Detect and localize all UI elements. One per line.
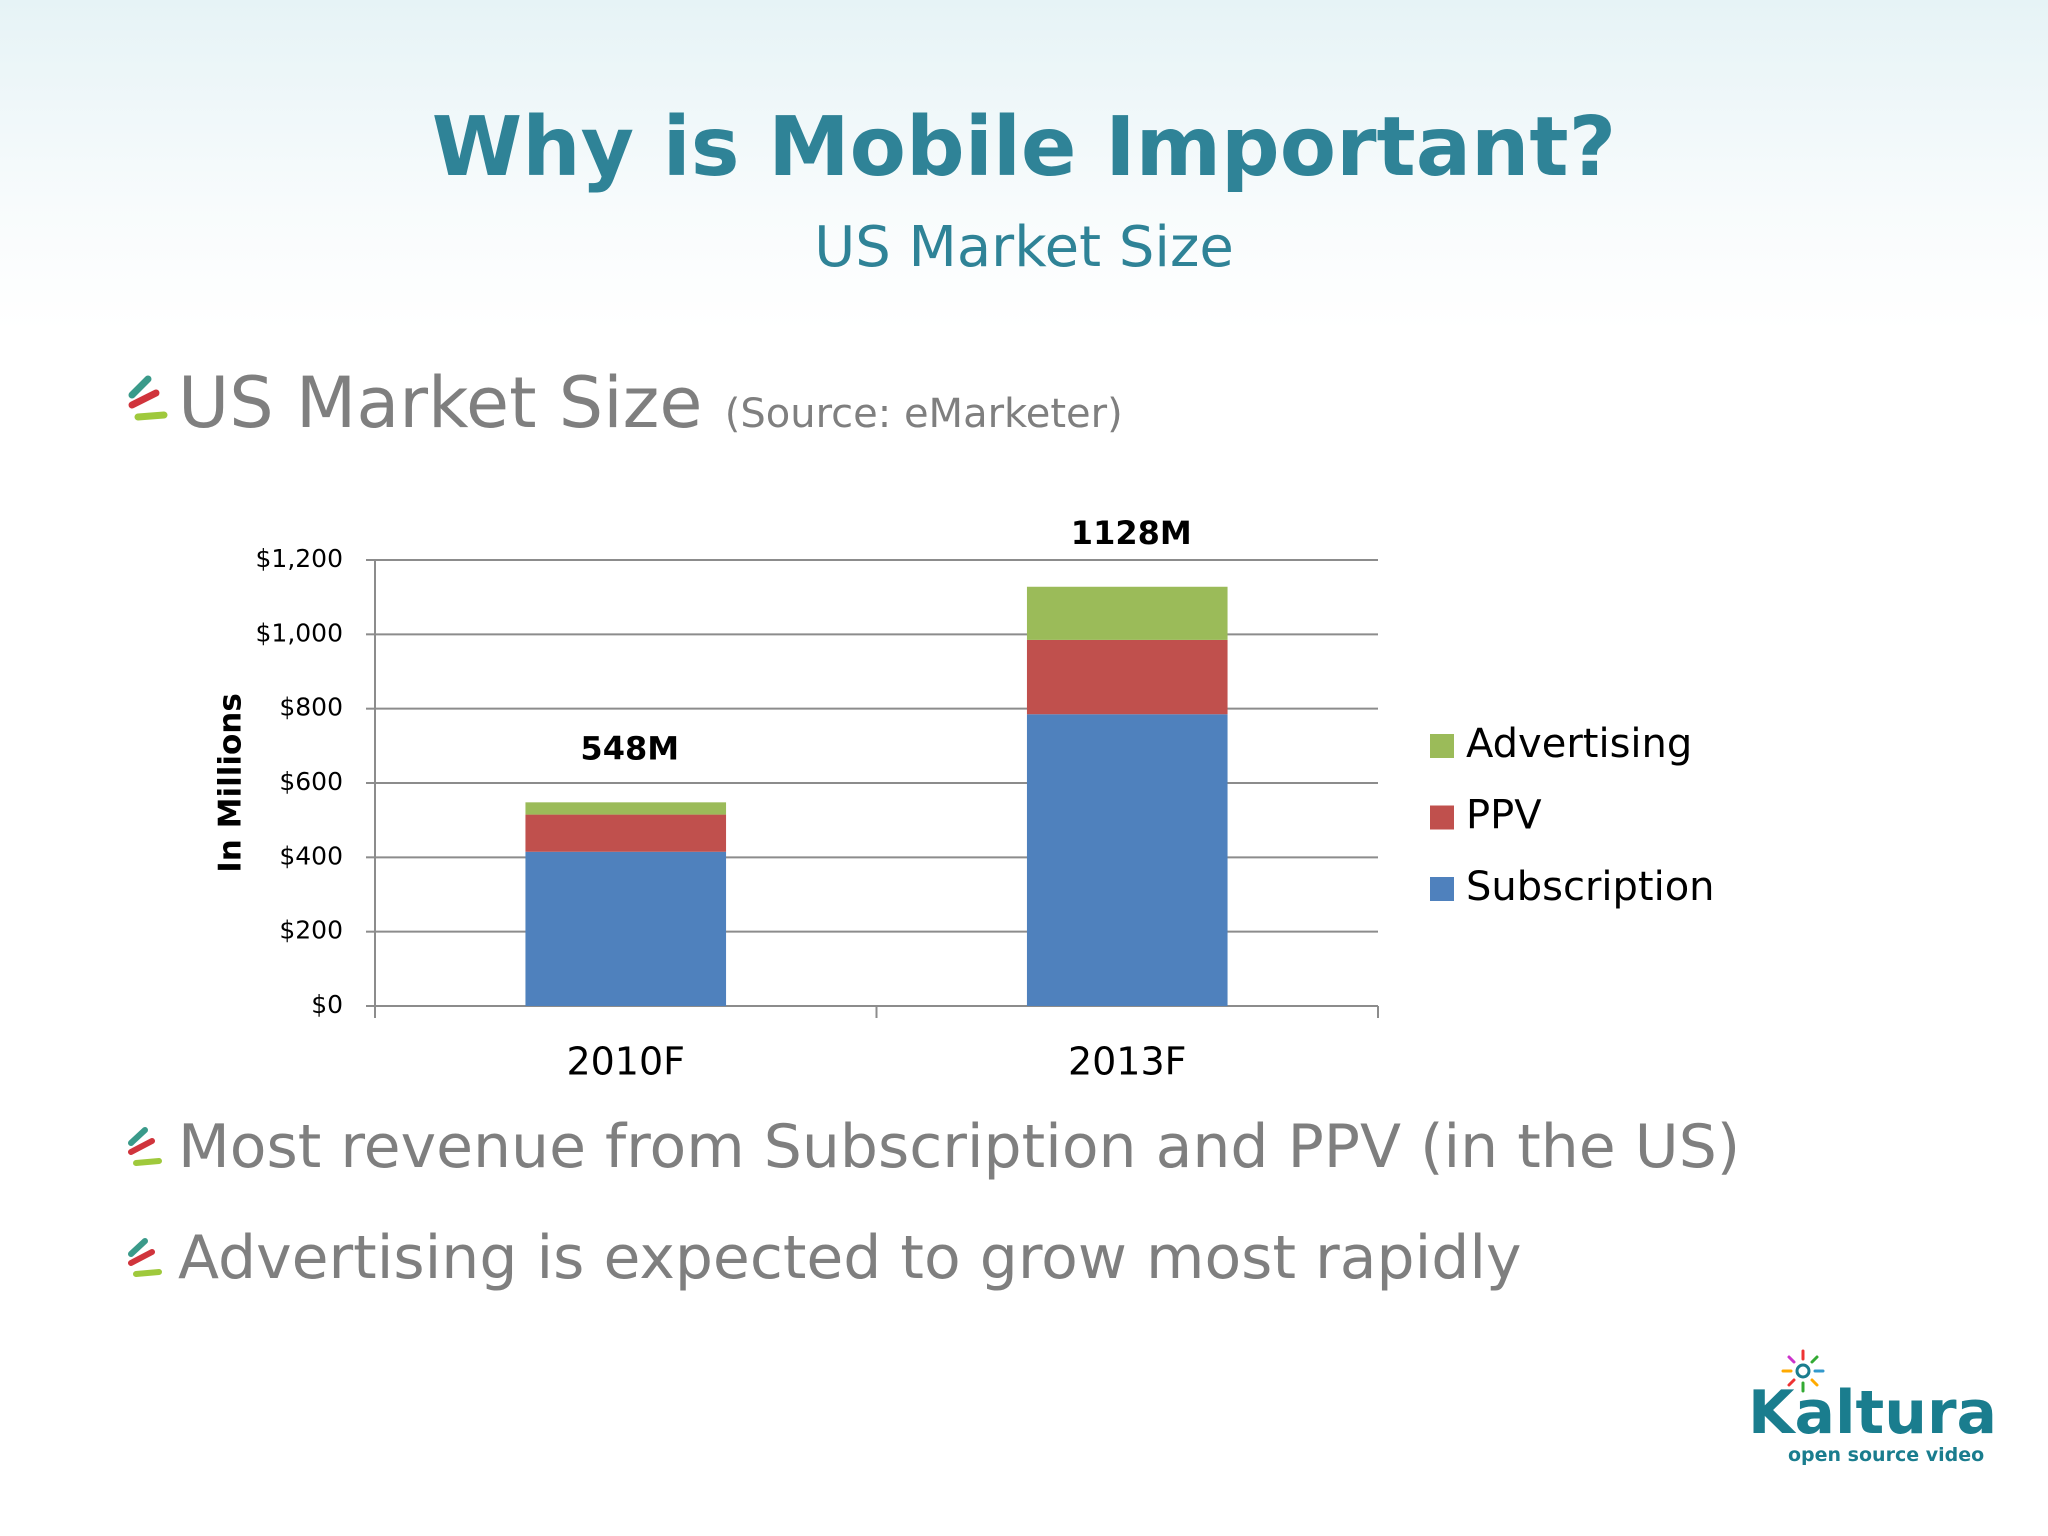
y-tick-label: $1,000 [256, 618, 343, 647]
heading: US Market Size (Source: eMarketer) [178, 362, 1123, 444]
bar-segment [1026, 714, 1228, 1006]
y-axis-label: In Millions [213, 693, 249, 873]
legend-label: Advertising [1466, 721, 1692, 767]
bar-segment [1026, 586, 1228, 640]
logo-tagline: open source video [1788, 1444, 1985, 1466]
y-tick-label: $400 [279, 841, 343, 870]
bullet-text: Most revenue from Subscription and PPV (… [178, 1112, 1741, 1182]
heading-text: US Market Size [178, 362, 703, 444]
total-label: 1128M [1071, 514, 1192, 552]
legend-swatch [1430, 805, 1454, 830]
slide-subtitle: US Market Size [814, 215, 1234, 280]
bar-segment [525, 851, 727, 1006]
bullet-icon [128, 1238, 162, 1277]
bar-segment [1026, 639, 1228, 715]
total-label: 548M [580, 729, 679, 767]
logo-name: Kaltura [1748, 1378, 1998, 1448]
legend-swatch [1430, 734, 1454, 758]
logo-icon [1781, 1349, 1825, 1393]
y-tick-label: $600 [279, 767, 343, 796]
bullet-icon [128, 1127, 162, 1166]
heading-source: (Source: eMarketer) [724, 391, 1123, 437]
bullet-icon [128, 375, 168, 421]
bar-segment [525, 802, 727, 815]
legend-label: Subscription [1466, 864, 1715, 910]
y-tick-label: $800 [279, 693, 343, 722]
bullet-text: Advertising is expected to grow most rap… [178, 1223, 1522, 1293]
legend-label: PPV [1466, 793, 1542, 839]
x-tick-label: 2013F [1068, 1040, 1187, 1084]
slide-title: Why is Mobile Important? [431, 100, 1617, 195]
bar-segment [525, 814, 727, 852]
legend-swatch [1430, 877, 1454, 901]
y-tick-label: $0 [311, 990, 343, 1019]
y-tick-label: $1,200 [256, 544, 343, 573]
y-tick-label: $200 [279, 916, 343, 945]
x-tick-label: 2010F [566, 1040, 685, 1084]
